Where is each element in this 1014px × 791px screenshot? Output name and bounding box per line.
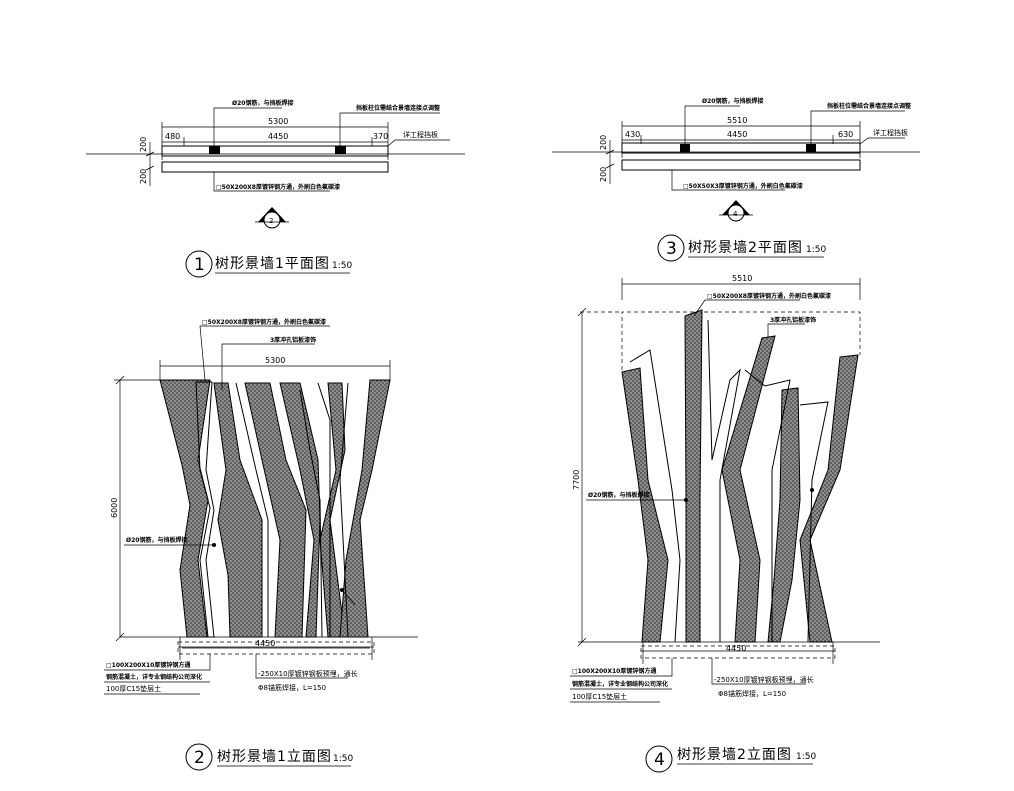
elev2-note-rebar: Ø20钢筋，与挡板焊接: [588, 491, 649, 499]
elevation-2: 5510 7700 □50X200X8厚镀锌钢方通，外刷白色氟碳漆 3厚冲孔铝板…: [570, 274, 880, 772]
plan2-note-right: 挡板柱位需结合景墙连接点调整: [827, 102, 912, 110]
plan1-title: 树形景墙1平面图: [215, 256, 330, 272]
perforated-panel: [340, 380, 390, 637]
plan2-scale: 1:50: [806, 245, 826, 255]
elev1-dim-height: 6000: [110, 498, 119, 518]
elev2-note-tube: □50X200X8厚镀锌钢方通，外刷白色氟碳漆: [707, 292, 831, 300]
elev2-note-perf: 3厚冲孔铝板漆饰: [770, 316, 816, 324]
elev1-note-base1: □100X200X10厚镀锌钢方通: [106, 661, 190, 669]
plan1-note-tube: □50X200X8厚镀锌钢方通，外刷白色氟碳漆: [216, 183, 340, 191]
plan-1: 5300 480 4450 370 Ø20钢筋，与挡板焊接 挡板柱位需结合景墙连…: [86, 99, 465, 277]
steel-post-marker: [335, 146, 346, 154]
svg-text:4: 4: [733, 210, 738, 218]
svg-text:2: 2: [269, 217, 273, 225]
elev1-title: 树形景墙1立面图: [217, 749, 332, 765]
elev1-note-plate: -250X10厚镀锌钢板预埋，通长: [258, 669, 358, 678]
elev1-note-anchor: Φ8锚筋焊接，L=150: [258, 683, 326, 692]
perforated-panel: [685, 310, 702, 642]
section-callout-4: 4: [719, 200, 753, 221]
plan1-note-right: 挡板柱位需结合景墙连接点调整: [356, 104, 441, 112]
elev1-note-perf: 3厚冲孔铝板漆饰: [270, 336, 316, 344]
plan2-note-tube: □50X50X3厚镀锌钢方通，外刷白色氟碳漆: [683, 182, 803, 190]
plan1-dim-total: 5300: [268, 117, 288, 126]
plan2-note-rebar: Ø20钢筋，与挡板焊接: [702, 97, 763, 105]
plan1-dim-v1: 200: [139, 137, 148, 152]
elev1-dim-bottom: 4450: [255, 639, 275, 648]
plan2-dim-left: 430: [625, 130, 640, 139]
plan1-note-rebar: Ø20钢筋，与挡板焊接: [232, 99, 293, 107]
plan2-title-number: 3: [666, 239, 677, 259]
plan1-dim-right: 370: [373, 132, 388, 141]
elev2-note-base2: 钢筋混凝土，详专业钢结构公司深化: [572, 680, 668, 688]
steel-post-marker: [209, 146, 220, 154]
elev2-title-number: 4: [654, 750, 665, 770]
elev1-scale: 1:50: [333, 754, 353, 764]
plan1-dim-mid: 4450: [268, 132, 288, 141]
elev1-title-number: 2: [194, 748, 205, 768]
steel-post-marker: [680, 144, 690, 152]
elev2-dim-bottom: 4450: [726, 644, 746, 653]
steel-post-marker: [806, 144, 816, 152]
plan1-dim-v2: 200: [139, 169, 148, 184]
elev1-note-base3: 100厚C15垫层土: [106, 684, 161, 693]
plan2-dim-mid: 4450: [727, 130, 747, 139]
plan-2: 5510 430 4450 630 Ø20钢筋，与挡板焊接 挡板柱位需结合景墙连…: [552, 97, 920, 261]
plan2-dim-right: 630: [838, 130, 853, 139]
plan1-scale: 1:50: [332, 261, 352, 271]
elev1-dim-top: 5300: [265, 356, 285, 365]
plan2-dim-v2: 200: [599, 167, 608, 182]
elev1-note-base2: 钢筋混凝土，详专业钢结构公司深化: [106, 673, 202, 681]
perforated-panel: [160, 380, 210, 637]
elev2-note-plate: -250X10厚镀锌钢板预埋，通长: [714, 675, 814, 684]
elev2-scale: 1:50: [796, 752, 816, 762]
section-callout-2: 2: [255, 207, 289, 228]
elev2-note-base3: 100厚C15垫层土: [572, 692, 627, 701]
elevation-1: 5300 6000 □50X200X8厚镀锌钢方通，外刷白色氟碳漆 3厚冲孔铝板…: [104, 318, 418, 770]
perforated-panel: [622, 368, 668, 642]
plan2-dim-v1: 200: [599, 135, 608, 150]
perforated-panel: [768, 388, 800, 642]
elev2-note-base1: □100X200X10厚镀锌钢方通: [572, 667, 656, 675]
plan2-title: 树形景墙2平面图: [688, 240, 803, 256]
elev1-note-tube: □50X200X8厚镀锌钢方通，外刷白色氟碳漆: [202, 318, 326, 326]
elev2-title: 树形景墙2立面图: [677, 747, 792, 763]
plan1-dim-left: 480: [165, 132, 180, 141]
elev1-note-rebar: Ø20钢筋，与挡板焊接: [126, 536, 187, 544]
plan1-note-plank: 详工程挡板: [403, 130, 438, 139]
elev2-dim-top: 5510: [732, 274, 752, 283]
elev2-note-anchor: Φ8锚筋焊接，L=150: [718, 689, 786, 698]
plan2-note-plank: 详工程挡板: [873, 128, 908, 137]
elev2-dim-height: 7700: [572, 470, 581, 490]
plan2-dim-total: 5510: [727, 116, 747, 125]
plan1-title-number: 1: [194, 255, 205, 275]
